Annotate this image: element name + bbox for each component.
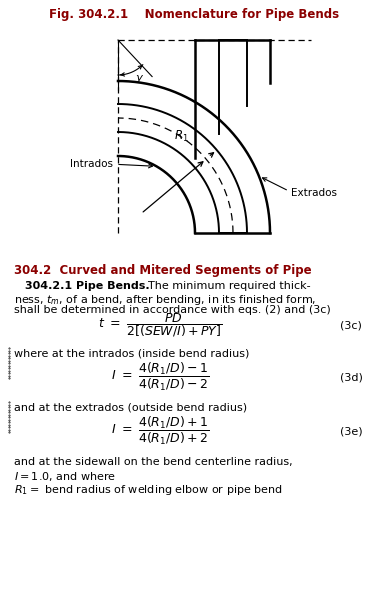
Text: (3d): (3d): [340, 372, 363, 382]
Text: $R_1 =$ bend radius of welding elbow or pipe bend: $R_1 =$ bend radius of welding elbow or …: [14, 483, 283, 497]
Text: Fig. 304.2.1    Nomenclature for Pipe Bends: Fig. 304.2.1 Nomenclature for Pipe Bends: [49, 8, 339, 21]
Text: 304.2.1 Pipe Bends.: 304.2.1 Pipe Bends.: [25, 281, 150, 291]
Text: (3c): (3c): [340, 320, 362, 330]
Text: Extrados: Extrados: [291, 188, 337, 198]
Text: (3e): (3e): [340, 426, 363, 436]
Text: The minimum required thick-: The minimum required thick-: [148, 281, 311, 291]
Text: $R_1$: $R_1$: [173, 129, 188, 144]
Text: $I = 1.0$, and where: $I = 1.0$, and where: [14, 470, 116, 483]
Text: shall be determined in accordance with eqs. (2) and (3c): shall be determined in accordance with e…: [14, 305, 331, 315]
Text: $I \ = \ \dfrac{4(R_1/D) - 1}{4(R_1/D) - 2}$: $I \ = \ \dfrac{4(R_1/D) - 1}{4(R_1/D) -…: [111, 361, 209, 393]
Text: and at the extrados (outside bend radius): and at the extrados (outside bend radius…: [14, 402, 247, 412]
Text: $t \ = \ \dfrac{PD}{2[(SEW/I) + PY]}$: $t \ = \ \dfrac{PD}{2[(SEW/I) + PY]}$: [98, 311, 222, 339]
Text: $I \ = \ \dfrac{4(R_1/D) + 1}{4(R_1/D) + 2}$: $I \ = \ \dfrac{4(R_1/D) + 1}{4(R_1/D) +…: [111, 415, 209, 447]
Text: and at the sidewall on the bend centerline radius,: and at the sidewall on the bend centerli…: [14, 457, 293, 467]
Text: $\gamma$: $\gamma$: [135, 73, 144, 86]
Text: 304.2  Curved and Mitered Segments of Pipe: 304.2 Curved and Mitered Segments of Pip…: [14, 264, 312, 277]
Text: where at the intrados (inside bend radius): where at the intrados (inside bend radiu…: [14, 348, 249, 358]
Text: ness, $t_m$, of a bend, after bending, in its finished form,: ness, $t_m$, of a bend, after bending, i…: [14, 293, 316, 307]
Text: Intrados: Intrados: [70, 159, 113, 169]
